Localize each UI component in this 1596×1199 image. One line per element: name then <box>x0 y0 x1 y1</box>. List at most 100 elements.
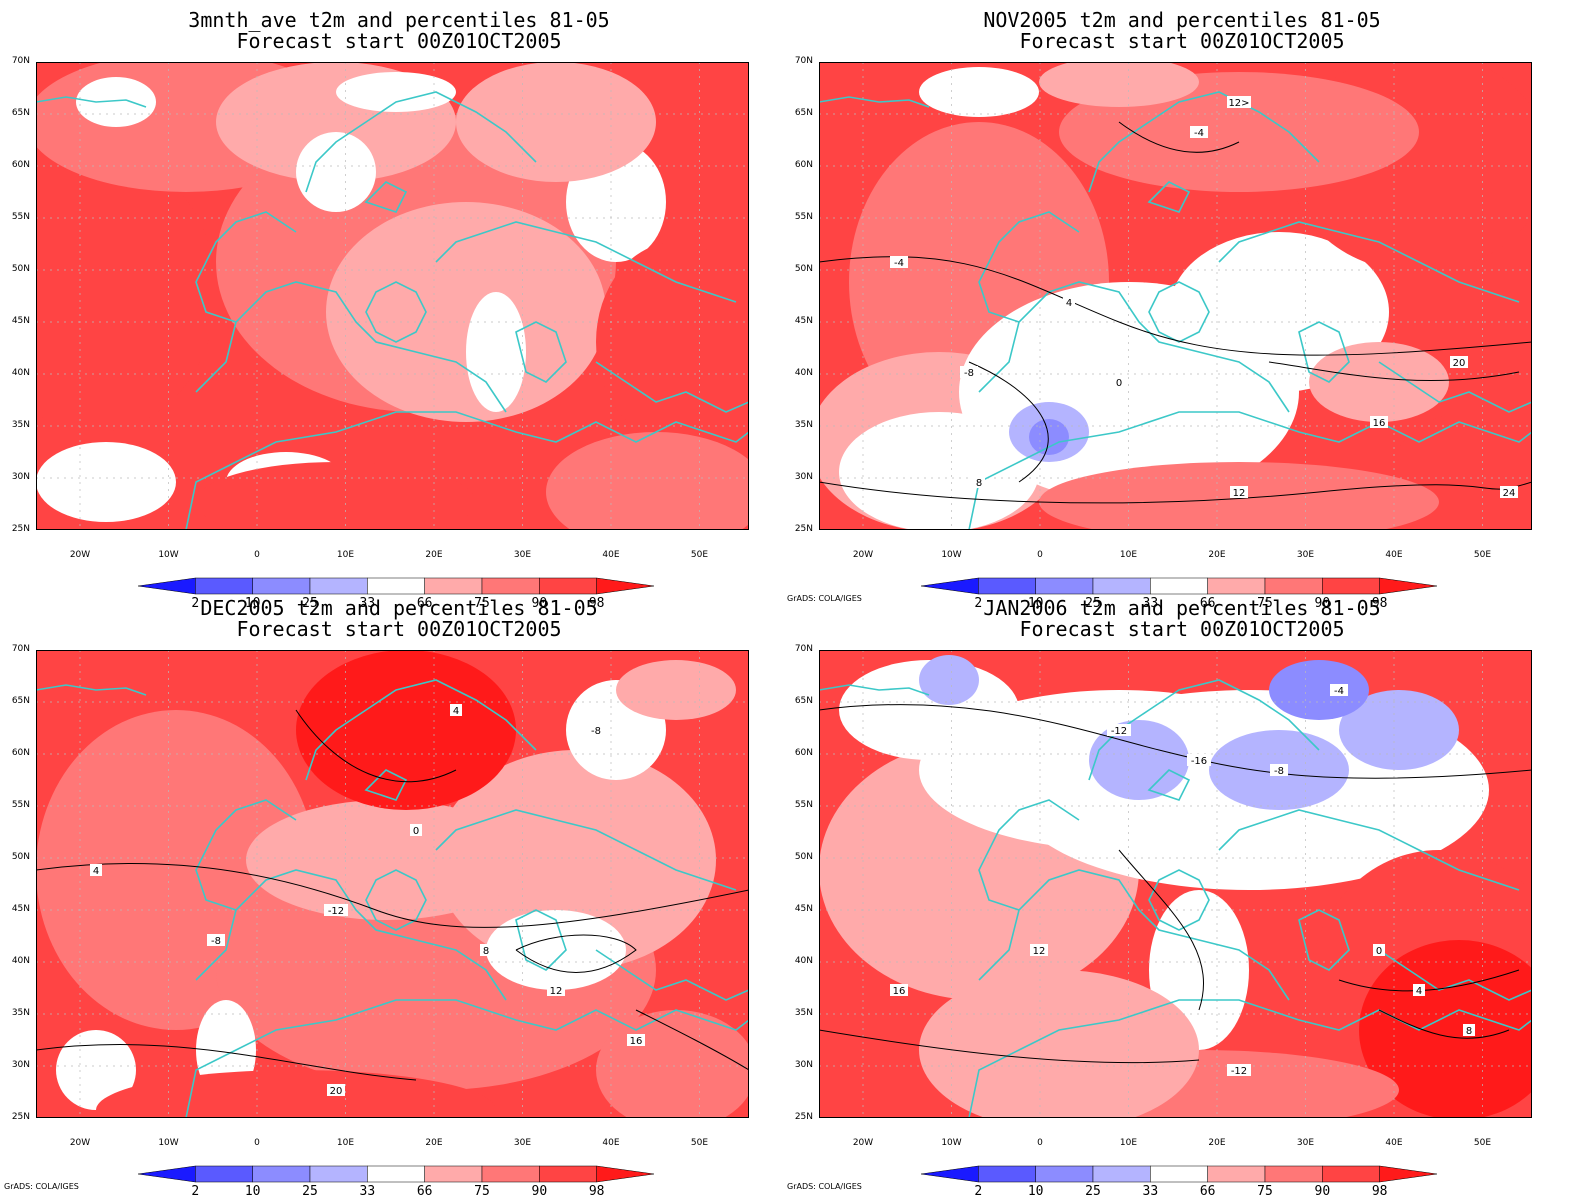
contour-label-bg <box>973 476 985 488</box>
colorbar-segment <box>1035 1165 1094 1183</box>
longitude-label: 10E <box>1119 1138 1138 1148</box>
colorbar-segment <box>1207 1165 1266 1183</box>
latitude-label: 55N <box>11 212 30 222</box>
latitude-label: 50N <box>11 264 30 274</box>
colorbar-segment <box>978 1165 1036 1183</box>
longitude-label: 0 <box>254 550 260 560</box>
colorbar-segment <box>539 1165 597 1183</box>
percentile-region <box>296 650 516 810</box>
longitude-label: 10W <box>158 550 179 560</box>
colorbar-label: 75 <box>1257 1184 1273 1199</box>
temperature-contours <box>819 704 1532 1064</box>
contour-label-bg <box>1187 754 1211 766</box>
panel-title: 3mnth_ave t2m and percentiles 81-05 <box>188 8 610 32</box>
contour-label-bg <box>1450 356 1468 368</box>
contour-label-bg <box>1330 684 1348 696</box>
contour-label-bg <box>1227 96 1251 108</box>
percentile-region <box>1339 690 1459 770</box>
percentile-region <box>919 655 979 705</box>
contour-label-bg <box>890 984 908 996</box>
latitude-label: 35N <box>794 1008 813 1018</box>
longitude-label: 50E <box>1473 1138 1492 1148</box>
latitude-label: 25N <box>11 1112 30 1122</box>
contour-label: 0 <box>1116 378 1122 389</box>
panel-subtitle: Forecast start 00Z01OCT2005 <box>1019 29 1345 53</box>
colorbar-arrow-low <box>138 1165 196 1183</box>
contour-label-bg <box>90 864 102 876</box>
panel-title: DEC2005 t2m and percentiles 81-05 <box>200 596 598 620</box>
contour-label: 4 <box>1416 986 1422 997</box>
latitude-label: 50N <box>794 852 813 862</box>
contour-label-bg <box>1063 296 1075 308</box>
panel-subtitle: Forecast start 00Z01OCT2005 <box>236 617 562 641</box>
contour-label-bg <box>1107 724 1131 736</box>
contour-label: 8 <box>483 946 489 957</box>
percentile-region <box>486 910 626 990</box>
contour-label-bg <box>1270 764 1288 776</box>
grads-credit: GrADS: COLA/IGES <box>787 1182 862 1191</box>
contour-label: 16 <box>630 1036 643 1047</box>
longitude-label: 10W <box>158 1138 179 1148</box>
longitude-label: 50E <box>1473 550 1492 560</box>
contour-label: -16 <box>1191 756 1207 767</box>
latitude-label: 65N <box>11 108 30 118</box>
percentile-region <box>436 750 716 970</box>
contour-label-bg <box>1227 1064 1251 1076</box>
contour-label: -4 <box>894 258 904 269</box>
colorbar-label: 66 <box>416 1184 433 1199</box>
panel-jan2006: JAN2006 t2m and percentiles 81-05 Foreca… <box>783 588 1581 1199</box>
latitude-label: 35N <box>794 420 813 430</box>
map-frame <box>819 62 1532 530</box>
grid-lines <box>36 62 749 530</box>
temperature-contours <box>819 121 1532 504</box>
contour-label: 4 <box>1066 298 1072 309</box>
percentile-region <box>1089 720 1189 800</box>
grid-lines <box>36 650 749 1118</box>
longitude-label: 0 <box>1037 1138 1043 1148</box>
contour-label: -12 <box>1231 1066 1247 1077</box>
colorbar-label: 75 <box>1257 596 1273 611</box>
contour-label-bg <box>1413 984 1425 996</box>
contour-label: 16 <box>1373 418 1386 429</box>
contour-label: 4 <box>93 866 99 877</box>
latitude-label: 70N <box>11 644 30 654</box>
percentile-region <box>36 152 216 432</box>
contour-label: 8 <box>1466 1026 1472 1037</box>
grads-credit: GrADS: COLA/IGES <box>4 1182 79 1191</box>
longitude-label: 20W <box>69 550 91 560</box>
contour-label: -8 <box>1274 766 1284 777</box>
percentile-region <box>336 72 456 112</box>
latitude-label: 45N <box>11 904 30 914</box>
panel-subtitle: Forecast start 00Z01OCT2005 <box>236 29 562 53</box>
contour-label: 12 <box>1233 488 1246 499</box>
contour-label-bg <box>480 944 492 956</box>
latitude-label: 55N <box>794 212 813 222</box>
contour-label: 12 <box>1033 946 1046 957</box>
latitude-label: 60N <box>794 748 813 758</box>
latitude-label: 45N <box>11 316 30 326</box>
longitude-label: 20E <box>425 1138 443 1148</box>
latitude-label: 70N <box>11 56 30 66</box>
panel-title: NOV2005 t2m and percentiles 81-05 <box>983 8 1381 32</box>
contour-label-bg <box>890 256 908 268</box>
panel-dec2005: DEC2005 t2m and percentiles 81-05 Foreca… <box>0 588 798 1199</box>
percentile-region <box>36 442 176 522</box>
colorbar-label: 33 <box>1142 596 1159 611</box>
colorbar-segment <box>1264 1165 1323 1183</box>
colorbar-label: 98 <box>1371 596 1388 611</box>
contour-label-bg <box>547 984 565 996</box>
contour-label: -8 <box>211 936 221 947</box>
longitude-label: 30E <box>513 550 532 560</box>
colorbar-label: 2 <box>974 596 983 611</box>
longitude-label: 20W <box>852 550 874 560</box>
contour-label: 20 <box>1453 358 1466 369</box>
temperature-contours <box>36 709 749 1081</box>
latitude-label: 60N <box>794 160 813 170</box>
colorbar-label: 2 <box>974 1184 983 1199</box>
percentile-region <box>616 660 736 720</box>
colorbar-label: 90 <box>1314 1184 1331 1199</box>
percentile-region <box>596 242 749 442</box>
contour-label: 8 <box>976 478 982 489</box>
latitude-label: 45N <box>794 904 813 914</box>
latitude-label: 30N <box>794 1060 813 1070</box>
